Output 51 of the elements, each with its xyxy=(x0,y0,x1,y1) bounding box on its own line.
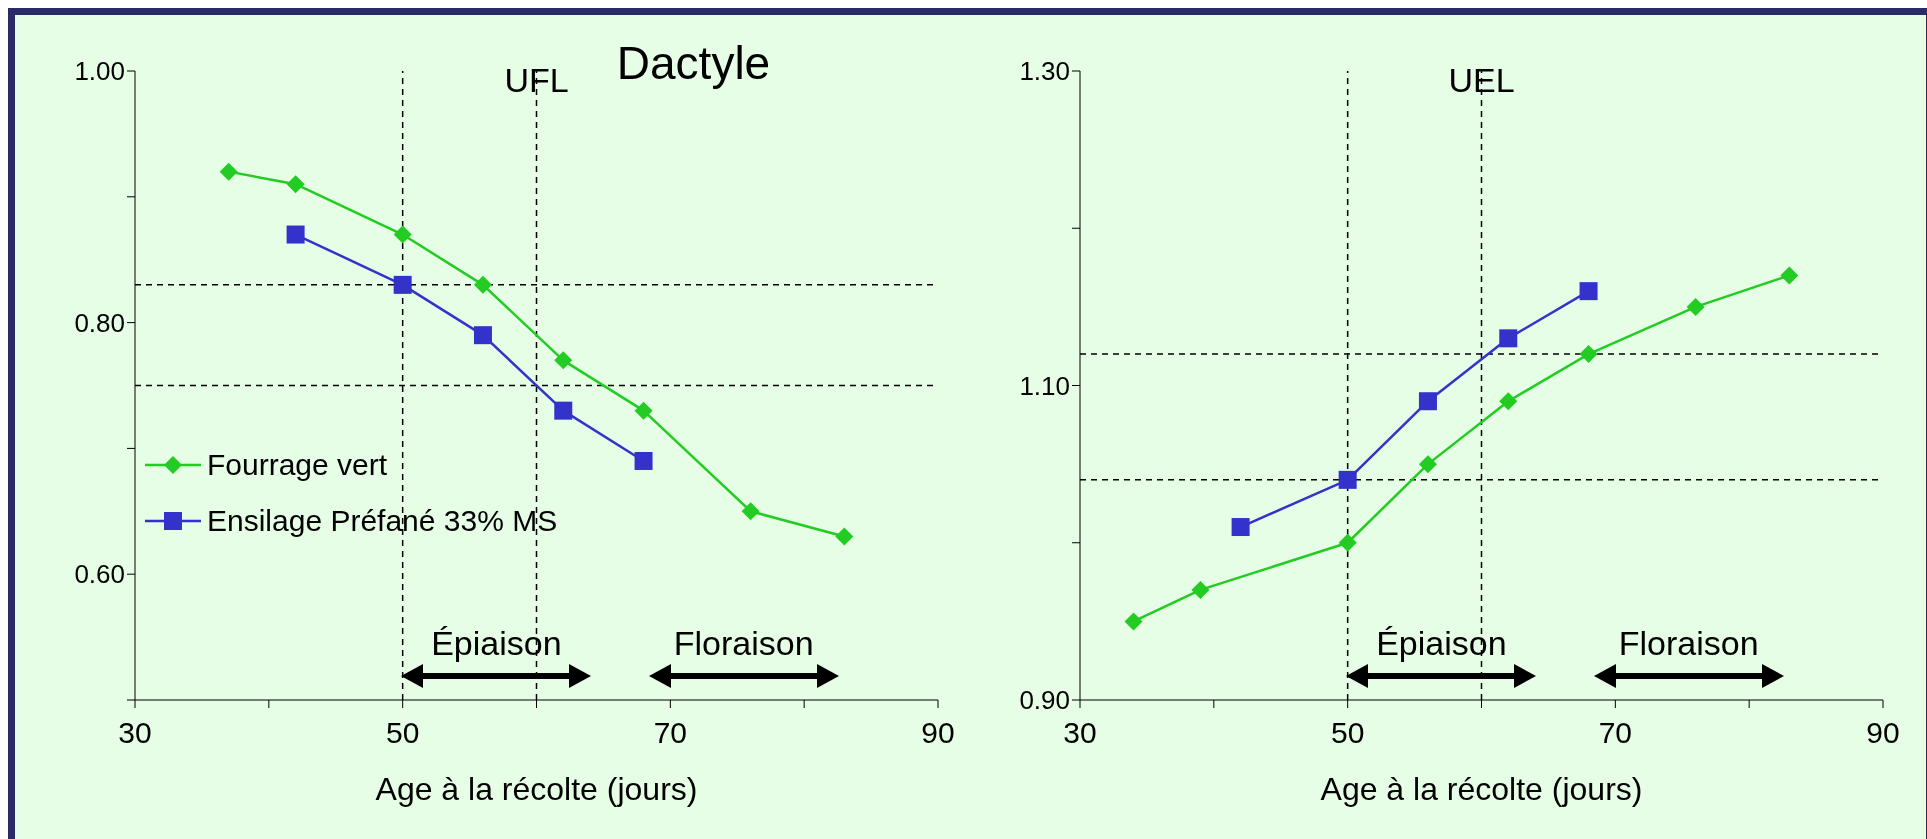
y-tick-label: 0.80 xyxy=(74,307,125,338)
legend-label: Fourrage vert xyxy=(207,448,388,483)
y-tick-label: 1.30 xyxy=(1019,56,1070,87)
point xyxy=(286,225,305,244)
point xyxy=(634,401,653,420)
annotation: Épiaison xyxy=(430,624,563,663)
point xyxy=(1191,580,1210,599)
point xyxy=(1418,392,1437,411)
annotation: Floraison xyxy=(672,624,815,663)
x-tick-label: 70 xyxy=(653,716,688,750)
point xyxy=(1780,266,1799,285)
x-tick-label: 30 xyxy=(1063,716,1097,750)
point xyxy=(1499,392,1518,411)
annotation: Épiaison xyxy=(1375,624,1508,663)
point xyxy=(1579,282,1598,301)
point xyxy=(1579,345,1598,364)
x-tick-label: 50 xyxy=(1330,716,1365,750)
point xyxy=(1338,533,1357,552)
point xyxy=(634,451,653,470)
point xyxy=(1124,612,1143,631)
x-tick-label: 90 xyxy=(921,716,955,750)
legend-label: Ensilage Préfané 33% MS xyxy=(207,504,558,539)
point xyxy=(1686,297,1705,316)
y-tick-label: 1.00 xyxy=(74,56,125,87)
annotation: Floraison xyxy=(1617,624,1760,663)
point xyxy=(1338,470,1357,489)
point xyxy=(554,351,573,370)
point xyxy=(473,275,492,294)
x-tick-label: 70 xyxy=(1598,716,1633,750)
point xyxy=(393,275,412,294)
point xyxy=(554,401,573,420)
point xyxy=(219,162,238,181)
point xyxy=(1418,455,1437,474)
x-tick-label: 50 xyxy=(385,716,420,750)
x-tick-label: 30 xyxy=(118,716,152,750)
point xyxy=(393,225,412,244)
point xyxy=(835,527,854,546)
x-tick-label: 90 xyxy=(1866,716,1900,750)
point xyxy=(286,175,305,194)
point xyxy=(473,326,492,345)
point xyxy=(741,502,760,521)
chart-subtitle: UFL xyxy=(504,61,569,99)
x-axis-title: Age à la récolte (jours) xyxy=(1320,771,1643,807)
chart-subtitle: UEL xyxy=(1447,61,1516,100)
y-tick-label: 0.60 xyxy=(74,559,125,590)
point xyxy=(1231,518,1250,537)
y-tick-label: 1.10 xyxy=(1019,370,1070,401)
point xyxy=(1499,329,1518,348)
y-tick-label: 0.90 xyxy=(1019,685,1070,716)
x-axis-title: Age à la récolte (jours) xyxy=(375,771,698,807)
chart-title: Dactyle xyxy=(616,36,771,90)
